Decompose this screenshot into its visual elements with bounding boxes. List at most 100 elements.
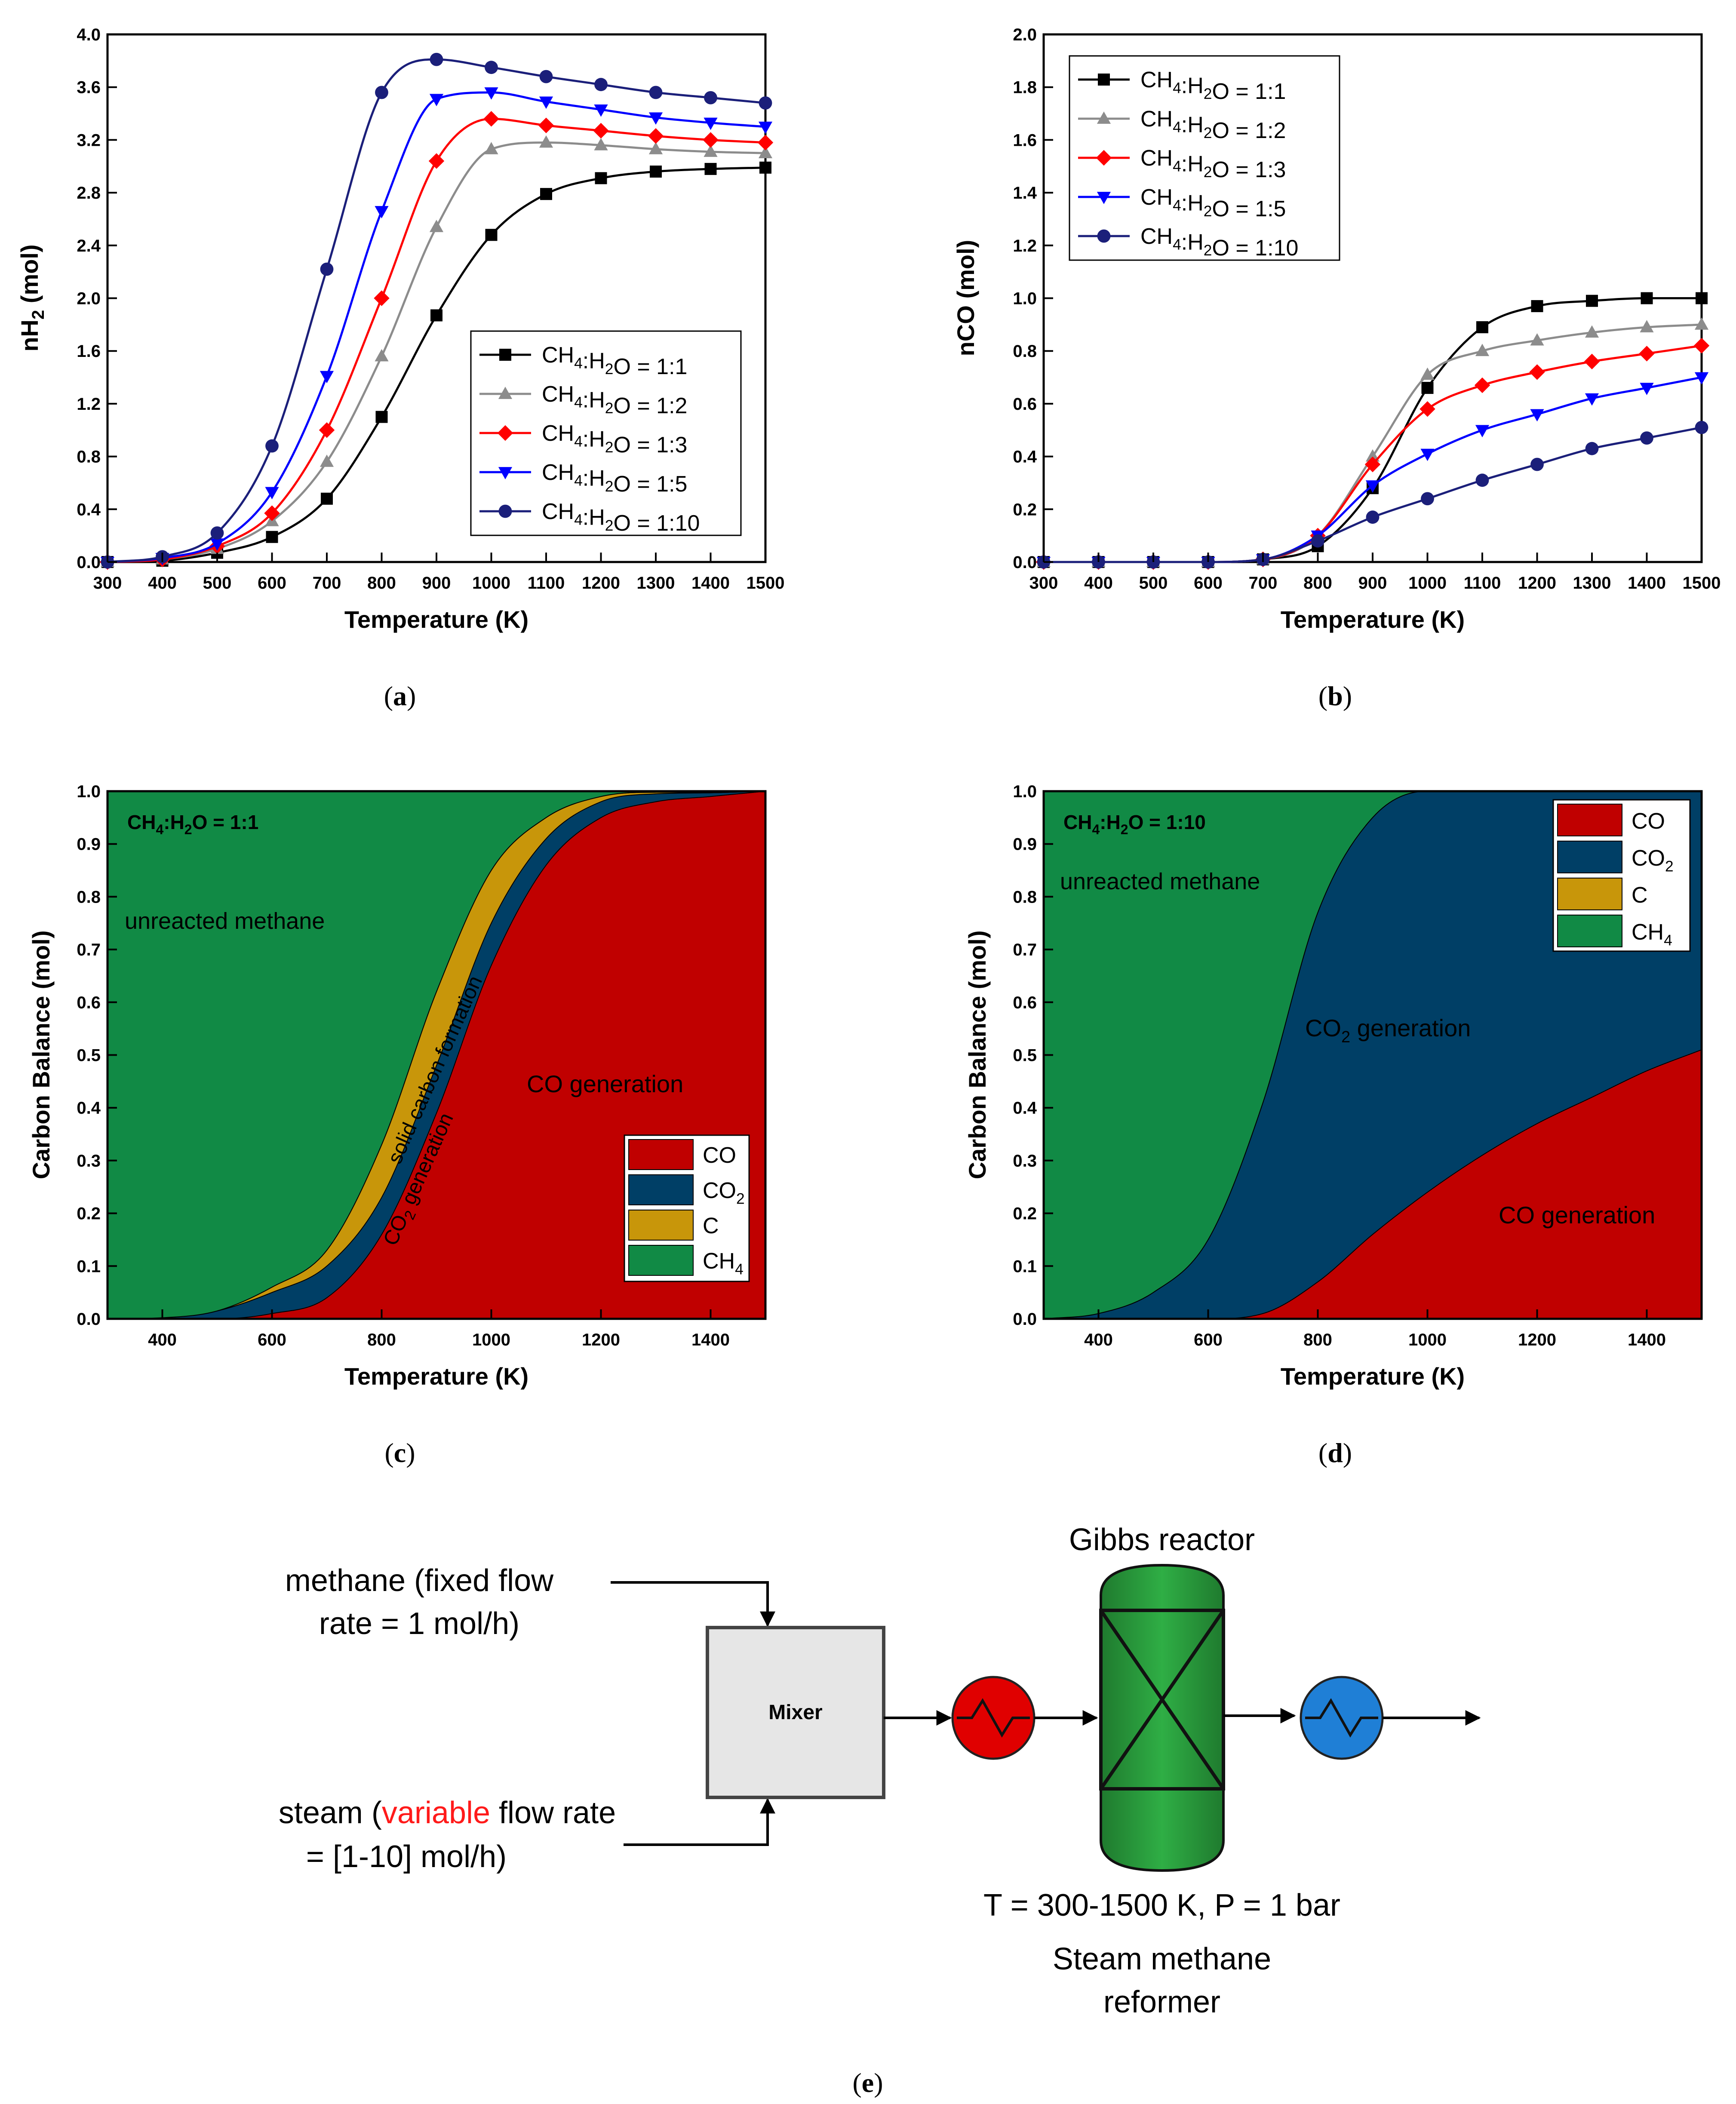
chart-b-series-r5-point-11 [1640, 383, 1654, 395]
reactor-conditions-label: T = 300-1500 K, P = 1 bar [983, 1888, 1340, 1923]
chart-b-series-r5-point-8 [1475, 425, 1490, 438]
chart-a-series-r5-point-5 [375, 206, 389, 218]
chart-d-y-tick-label-9: 0.9 [1013, 835, 1037, 854]
caption-c-letter: c [394, 1437, 406, 1468]
caption-a-open: ( [384, 681, 393, 711]
chart-b-y-tick-label-4: 0.8 [1013, 342, 1037, 361]
chart-d-title-pre: CH [1063, 811, 1092, 833]
chart-b-y-tick-label-5: 1.0 [1013, 289, 1037, 308]
chart-d-title: CH4:H2O = 1:10 [1063, 811, 1206, 837]
chart-a-series-r1-point-3 [266, 531, 278, 543]
caption-c: (c) [384, 1437, 415, 1468]
chart-c-title-sub2: 2 [184, 822, 192, 837]
chart-c-title: CH4:H2O = 1:1 [127, 811, 258, 837]
chart-b-y-tick-label-0: 0.0 [1013, 553, 1037, 572]
chart-c-legend-label-c-part-0: C [703, 1213, 719, 1238]
chart-b-legend-label-r10-sub-4: 2 [1204, 242, 1212, 259]
reformer-caption-line1: Steam methane [1053, 1942, 1271, 1976]
chart-b-series-r1-point-8 [1476, 321, 1488, 333]
chart-a-legend-marker-r2 [498, 387, 513, 399]
chart-b-series-r1-point-9 [1531, 300, 1543, 312]
reactor-bed-cross-line-2 [1099, 1609, 1225, 1790]
chart-b-series-r1-point-7 [1421, 382, 1434, 394]
chart-b-legend-label-r2-part-3: :H [1181, 113, 1204, 138]
chart-a-series-r10-point-2 [210, 526, 224, 540]
chart-d-y-tick-label-6: 0.6 [1013, 993, 1037, 1012]
chart-d-x-tick-label-4: 1200 [1518, 1330, 1556, 1349]
chart-d-title-post: O = 1:10 [1128, 811, 1206, 833]
chart-b-series-r2-point-8 [1475, 344, 1490, 356]
chart-a-series-r10-point-5 [375, 86, 388, 99]
chart-a-x-tick-label-5: 800 [367, 574, 396, 593]
chart-b-series-r10-point-9 [1530, 458, 1544, 471]
chart-a-legend-label-r1-part-0: CH [542, 343, 574, 368]
chart-a-x-tick-label-0: 300 [93, 574, 122, 593]
caption-e-letter: e [862, 2067, 874, 2098]
chart-b-legend-marker-r10 [1097, 229, 1111, 243]
chart-a-legend-label-r3-sub-4: 2 [605, 439, 614, 456]
chart-b-legend-label-r5-sub-4: 2 [1204, 203, 1212, 220]
chart-a-legend-label-r3-part-3: :H [583, 427, 605, 452]
chart-b-legend-marker-r3 [1096, 150, 1112, 166]
chart-a-series-r2-point-10 [648, 142, 663, 154]
chart-d-y-tick-label-5: 0.5 [1013, 1046, 1037, 1065]
chart-d-title-mid: :H [1100, 811, 1121, 833]
chart-c-legend-label-co2-sub-1: 2 [736, 1191, 745, 1207]
chart-a-series-r5-point-12 [758, 121, 773, 134]
chart-b-legend-label-r5-part-0: CH [1140, 185, 1173, 210]
chart-b-series-r1-point-10 [1586, 295, 1598, 307]
chart-a-series-r1-point-12 [759, 161, 771, 174]
chart-a-legend-label-r5-part-0: CH [542, 460, 574, 485]
chart-d-annotation-co2: CO2 generation [1305, 1014, 1471, 1046]
chart-a-series-r2-line [107, 141, 766, 563]
chart-b-x-tick-label-2: 500 [1139, 574, 1168, 593]
chart-b-legend-label-r10-part-0: CH [1140, 224, 1173, 249]
chart-c-y-tick-label-1: 0.1 [77, 1257, 101, 1276]
chart-b-legend-label-r1-sub-1: 4 [1173, 80, 1181, 97]
chart-c-x-tick-label-5: 1400 [691, 1330, 730, 1349]
caption-b-letter: b [1327, 681, 1343, 711]
chart-b-series-r3-point-8 [1474, 377, 1490, 393]
chart-b-series-r5-point-9 [1530, 409, 1544, 422]
caption-c-open: ( [384, 1437, 393, 1468]
chart-c-legend-label-ch4: CH4 [703, 1249, 744, 1278]
chart-a-x-tick-label-11: 1400 [691, 574, 730, 593]
chart-c-y-tick-label-7: 0.7 [77, 940, 101, 959]
chart-b-series-r2-point-10 [1585, 325, 1599, 338]
chart-b-legend-label-r2: CH4:H2O = 1:2 [1140, 107, 1286, 143]
chart-b-series-r3-point-6 [1364, 456, 1381, 473]
chart-b-legend-label-r5-sub-1: 4 [1173, 197, 1181, 214]
chart-b-legend-label-r1-sub-4: 2 [1204, 86, 1212, 102]
chart-a-series-r3-point-5 [374, 290, 390, 306]
chart-a-y-tick-label-0: 0.0 [77, 553, 101, 572]
chart-a-series-r10-point-4 [320, 262, 334, 276]
chart-a-y-axis-label: nH2 (mol) [16, 244, 48, 351]
mixer-label: Mixer [768, 1701, 822, 1724]
chart-a-series-r3-point-10 [648, 128, 664, 144]
chart-a-series-r2-point-8 [539, 135, 553, 148]
caption-a-close: ) [407, 681, 416, 711]
chart-b-series-r1-point-11 [1641, 292, 1653, 304]
mixer-block [706, 1626, 885, 1799]
chart-a: 300 400 500 600 700 800 900 1000 1100 1200 1300 140… [16, 25, 784, 633]
chart-d-x-tick-label-1: 600 [1194, 1330, 1223, 1349]
chart-a-y-tick-label-5: 2.0 [77, 289, 101, 308]
chart-a-series-r1-point-10 [650, 166, 662, 178]
chart-c-title-post: O = 1:1 [192, 811, 259, 833]
chart-b-legend-label-r3-part-6: O = 1:3 [1212, 157, 1286, 182]
chart-d-legend-label-c: C [1632, 883, 1648, 908]
chart-b-legend-marker-r5 [1097, 192, 1111, 204]
caption-d: (d) [1318, 1437, 1352, 1468]
chart-d-annotation-methane: unreacted methane [1060, 869, 1260, 894]
chart-b-series-r10-point-12 [1695, 421, 1708, 434]
chart-b-series-r10-point-6 [1366, 510, 1380, 524]
chart-a-legend-label-r5-part-3: :H [583, 466, 605, 491]
chart-c-title-sub1: 4 [156, 822, 163, 837]
chart-c-y-tick-label-2: 0.2 [77, 1204, 101, 1223]
chart-c-y-tick-label-9: 0.9 [77, 835, 101, 854]
chart-a-series-r5-point-6 [429, 94, 444, 107]
chart-a-series-r5-point-11 [704, 117, 718, 130]
